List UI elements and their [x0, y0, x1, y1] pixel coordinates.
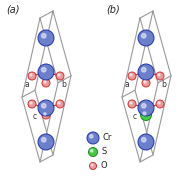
Circle shape	[44, 113, 46, 115]
Circle shape	[142, 79, 150, 87]
Circle shape	[158, 102, 160, 104]
Circle shape	[142, 67, 146, 72]
Circle shape	[91, 164, 93, 166]
Circle shape	[58, 102, 60, 104]
Circle shape	[158, 74, 160, 76]
Text: b: b	[62, 80, 66, 89]
Circle shape	[38, 30, 54, 46]
Circle shape	[130, 102, 132, 104]
Circle shape	[128, 72, 136, 80]
Circle shape	[42, 111, 50, 119]
Circle shape	[138, 64, 154, 80]
Circle shape	[141, 109, 152, 121]
Circle shape	[138, 30, 154, 46]
Circle shape	[58, 74, 60, 76]
Circle shape	[89, 147, 97, 156]
Circle shape	[143, 112, 146, 115]
Circle shape	[87, 132, 99, 144]
Circle shape	[44, 81, 46, 83]
Circle shape	[42, 79, 50, 87]
Text: c: c	[133, 112, 137, 121]
Circle shape	[142, 104, 146, 108]
Text: S: S	[102, 147, 107, 156]
Text: (a): (a)	[6, 4, 19, 14]
Circle shape	[56, 100, 64, 108]
Circle shape	[38, 64, 54, 80]
Circle shape	[38, 134, 54, 150]
Circle shape	[90, 163, 96, 170]
Text: (b): (b)	[106, 4, 120, 14]
Text: b: b	[162, 80, 166, 89]
Circle shape	[128, 100, 136, 108]
Circle shape	[142, 138, 146, 142]
Circle shape	[138, 134, 154, 150]
Text: a: a	[25, 80, 29, 89]
Circle shape	[42, 67, 46, 72]
Text: Cr: Cr	[103, 133, 112, 143]
Circle shape	[28, 100, 36, 108]
Text: a: a	[125, 80, 129, 89]
Circle shape	[42, 33, 46, 38]
Circle shape	[156, 72, 164, 80]
Circle shape	[90, 135, 93, 138]
Circle shape	[42, 138, 46, 142]
Circle shape	[156, 100, 164, 108]
Circle shape	[144, 81, 146, 83]
Circle shape	[142, 33, 146, 38]
Circle shape	[42, 104, 46, 108]
Circle shape	[130, 74, 132, 76]
Circle shape	[38, 100, 54, 116]
Circle shape	[56, 72, 64, 80]
Circle shape	[91, 149, 93, 152]
Circle shape	[30, 102, 32, 104]
Circle shape	[28, 72, 36, 80]
Circle shape	[138, 100, 154, 116]
Text: c: c	[33, 112, 37, 121]
Circle shape	[30, 74, 32, 76]
Text: O: O	[101, 161, 107, 170]
